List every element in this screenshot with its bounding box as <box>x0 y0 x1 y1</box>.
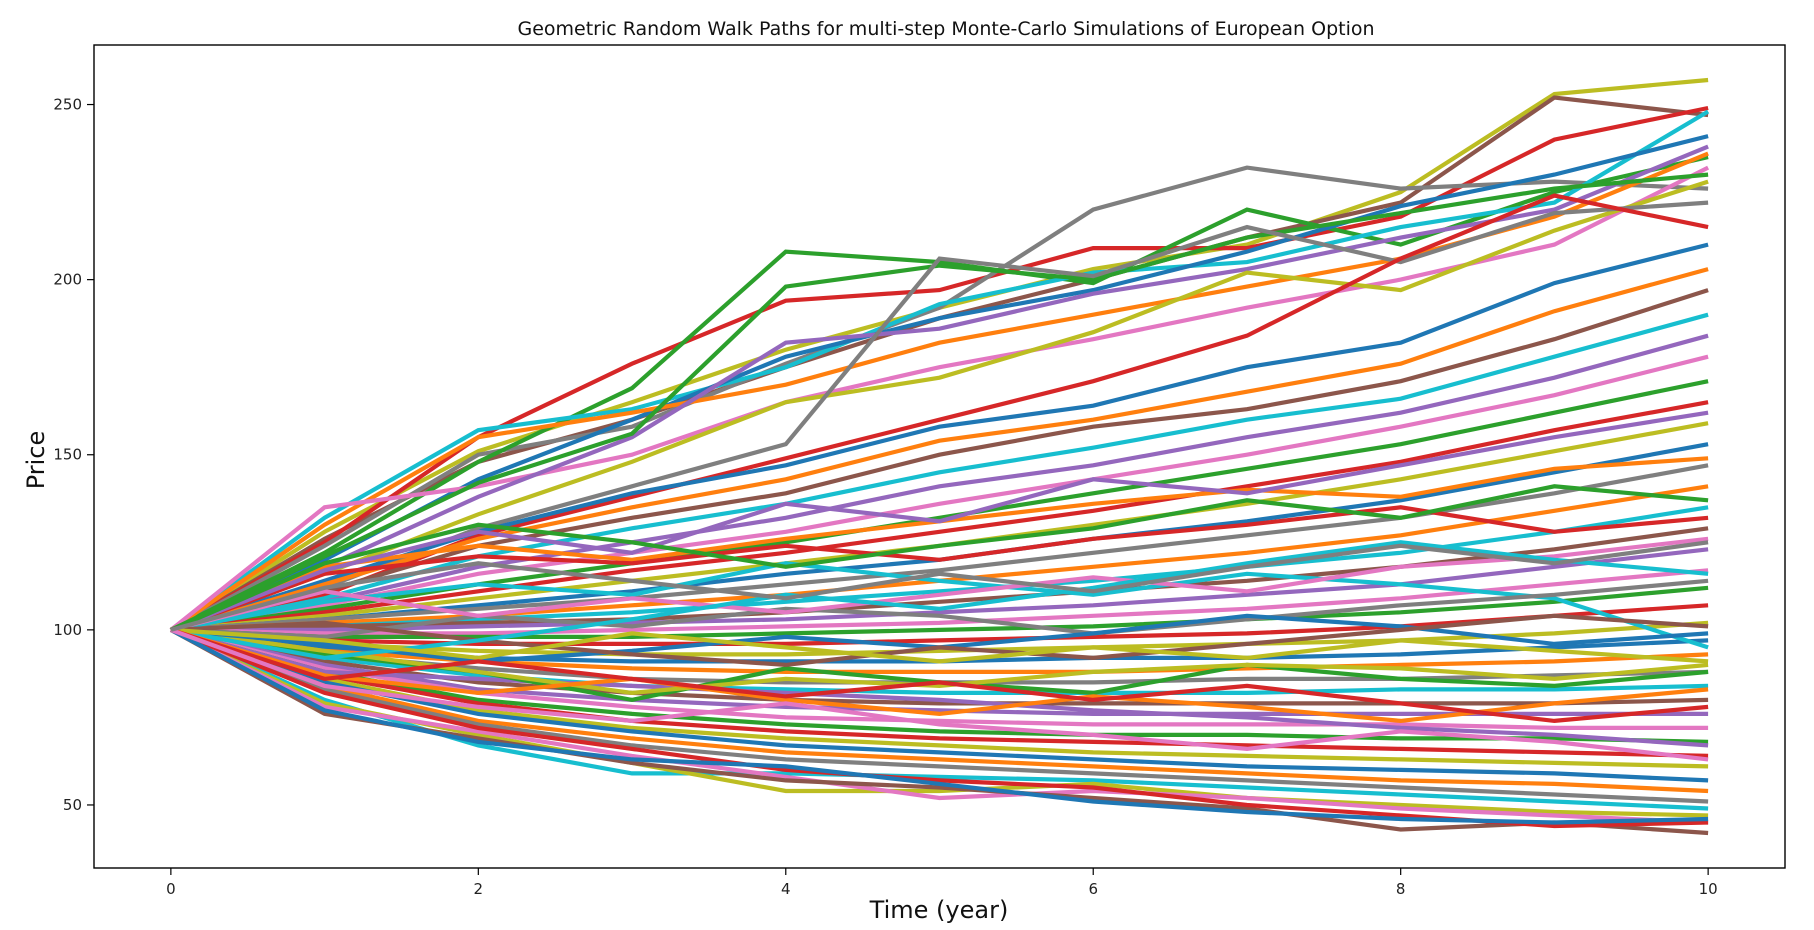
series-line-59 <box>170 578 1709 640</box>
series-line-44 <box>170 627 1709 783</box>
x-tick-label: 8 <box>1396 880 1406 898</box>
y-tick-label: 200 <box>53 271 82 289</box>
series-line-11 <box>169 172 1709 632</box>
x-axis-label: Time (year) <box>869 896 1009 924</box>
plot-area <box>169 77 1710 836</box>
x-tick-label: 6 <box>1088 880 1098 898</box>
series-line-46 <box>170 627 1709 804</box>
series-line-10 <box>170 144 1709 632</box>
series-line-62 <box>170 613 1709 668</box>
x-tick-label: 10 <box>1699 880 1718 898</box>
series-line-67 <box>170 627 1709 724</box>
series-line-9 <box>169 165 1710 632</box>
series-line-53 <box>170 627 1709 748</box>
series-line-29 <box>170 547 1709 632</box>
series-line-15 <box>170 242 1709 632</box>
y-axis: 50 100 150 200 250 <box>53 96 94 814</box>
series-line-21 <box>170 379 1709 632</box>
series-line-3 <box>169 105 1709 632</box>
series-line-41 <box>170 627 1709 744</box>
series-line-64 <box>170 484 1709 632</box>
series-line-12 <box>170 179 1709 632</box>
y-tick-label: 50 <box>63 796 82 814</box>
y-tick-label: 150 <box>53 446 82 464</box>
series-line-42 <box>170 627 1709 758</box>
x-axis: 0 2 4 6 8 10 <box>166 868 1718 898</box>
series-line-31 <box>170 585 1709 639</box>
series-line-32 <box>170 603 1709 646</box>
series-line-52 <box>169 628 1709 825</box>
series-line-63 <box>170 410 1709 632</box>
y-tick-label: 250 <box>53 96 82 114</box>
series-line-60 <box>170 536 1709 632</box>
series-line-40 <box>170 627 1709 730</box>
series-line-45 <box>170 627 1709 794</box>
series-line-25 <box>170 463 1709 632</box>
series-line-19 <box>170 333 1709 632</box>
x-tick-label: 2 <box>474 880 484 898</box>
series-line-22 <box>170 400 1709 632</box>
series-line-37 <box>170 627 1709 695</box>
series-line-49 <box>169 628 1709 825</box>
series-line-6 <box>169 109 1710 632</box>
x-tick-label: 4 <box>781 880 791 898</box>
series-line-20 <box>170 354 1709 632</box>
chart-title: Geometric Random Walk Paths for multi-st… <box>517 18 1374 40</box>
series-line-4 <box>169 165 1709 632</box>
series-line-56 <box>170 561 1709 650</box>
y-tick-label: 100 <box>53 621 82 639</box>
series-line-68 <box>170 627 1709 724</box>
plot-frame <box>93 44 1786 869</box>
series-line-65 <box>170 540 1709 661</box>
series-line-70 <box>170 540 1709 632</box>
series-line-69 <box>170 627 1709 762</box>
y-axis-label: Price <box>22 431 50 490</box>
series-line-55 <box>170 627 1709 696</box>
series-line-58 <box>170 505 1709 632</box>
x-tick-label: 0 <box>166 880 176 898</box>
series-line-35 <box>170 627 1709 674</box>
series-line-33 <box>170 620 1709 657</box>
series-line-66 <box>170 627 1709 664</box>
